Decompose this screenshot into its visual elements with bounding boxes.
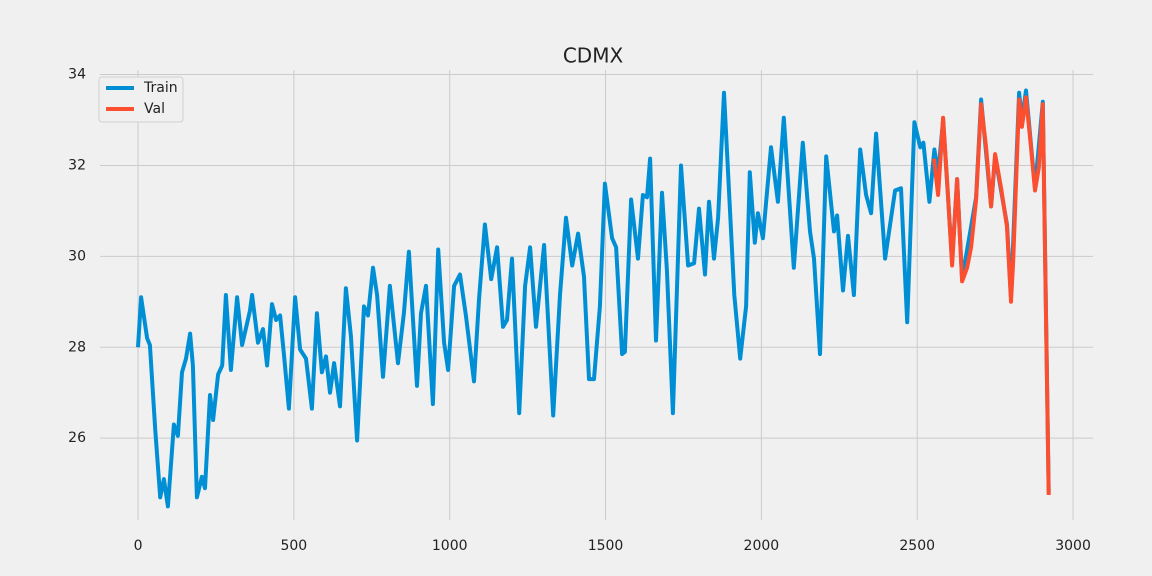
y-tick-label: 32 (68, 157, 86, 173)
x-tick-label: 3000 (1055, 538, 1091, 554)
x-tick-label: 2500 (899, 538, 935, 554)
line (932, 95, 1051, 496)
x-tick-label: 500 (280, 538, 307, 554)
line (136, 88, 1051, 509)
y-tick-label: 30 (68, 248, 86, 264)
legend-label: Val (144, 101, 165, 117)
chart-title: CDMX (563, 44, 624, 68)
x-tick-label: 1000 (432, 538, 468, 554)
y-tick-label: 34 (68, 67, 86, 83)
legend-label: Train (143, 80, 178, 96)
x-tick-label: 1500 (588, 538, 624, 554)
x-tick-label: 0 (134, 538, 143, 554)
x-tick-label: 2000 (744, 538, 780, 554)
y-tick-label: 26 (68, 430, 86, 446)
legend: Train Val (98, 76, 184, 123)
y-tick-label: 28 (68, 339, 86, 355)
